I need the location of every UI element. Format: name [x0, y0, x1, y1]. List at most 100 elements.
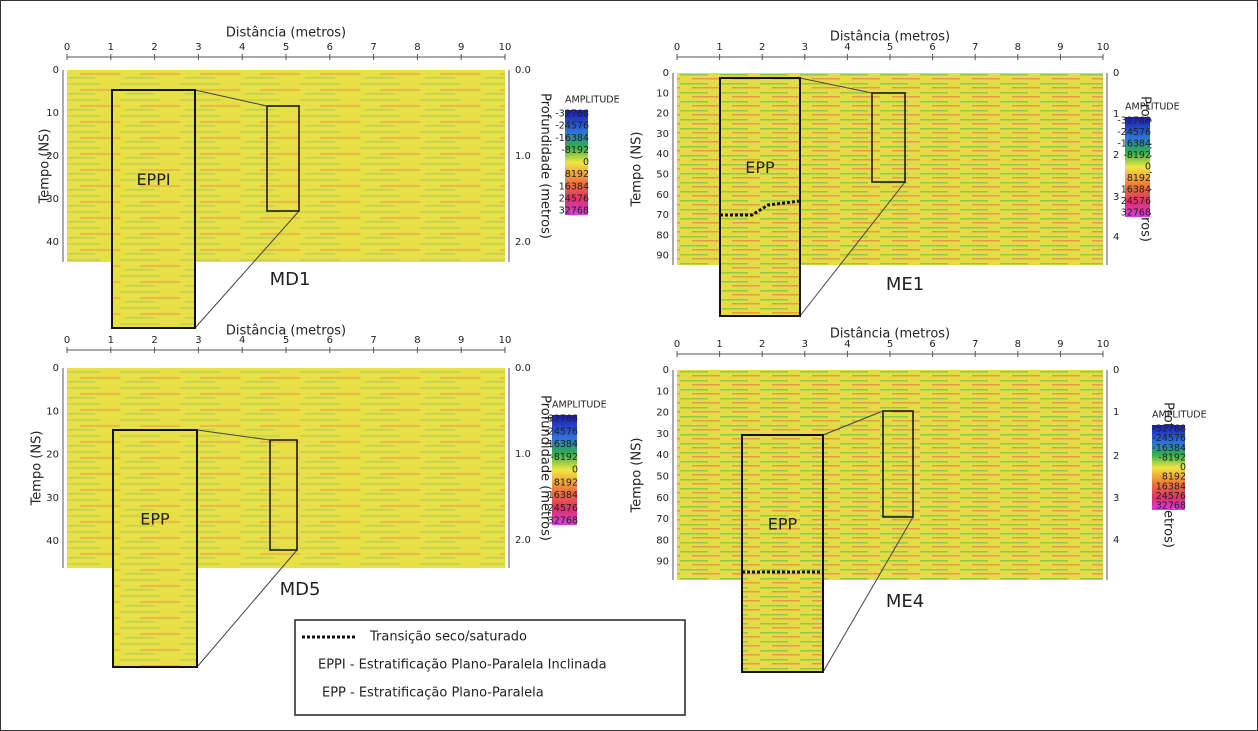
zoom-label: EPPI [136, 170, 170, 189]
x-tick-label: 10 [1097, 42, 1110, 53]
colorbar-tick-label: 0 [583, 157, 589, 168]
y-tick-label: 0 [53, 65, 59, 76]
colorbar-tick-label: -24576 [1117, 127, 1151, 138]
x-tick-label: 5 [887, 42, 893, 53]
x-tick-label: 9 [1057, 339, 1063, 350]
colorbar-tick-label: 32768 [548, 516, 578, 527]
x-tick-label: 4 [844, 42, 850, 53]
panel-name: ME1 [886, 274, 924, 295]
x-tick-label: 2 [759, 339, 765, 350]
colorbar-tick-label: 16384 [1121, 185, 1151, 196]
x-tick-label: 1 [108, 335, 114, 346]
y-tick-label: 20 [656, 109, 669, 120]
y2-tick-label: 3 [1113, 192, 1119, 203]
colorbar-tick-label: -8192 [561, 145, 589, 156]
x-tick-label: 1 [108, 42, 114, 53]
colorbar-tick-label: -16384 [555, 133, 589, 144]
colorbar-tick-label: 24576 [559, 193, 589, 204]
colorbar-tick-label: 8192 [565, 169, 589, 180]
y2-tick-label: 0.0 [515, 363, 531, 374]
y-tick-label: 50 [656, 472, 669, 483]
y-tick-label: 80 [656, 230, 669, 241]
y-tick-label: 40 [46, 536, 59, 547]
y2-axis-title: Profundidade (metros) [538, 93, 553, 239]
colorbar-title: AMPLITUDE [552, 400, 607, 411]
x-tick-label: 5 [283, 335, 289, 346]
y2-tick-label: 0 [1113, 365, 1119, 376]
y2-tick-label: 0 [1113, 68, 1119, 79]
x-tick-label: 0 [674, 42, 680, 53]
colorbar-tick-label: -8192 [550, 452, 578, 463]
figure: Distância (metros)0123456789100102030400… [0, 0, 1258, 731]
y-tick-label: 10 [46, 406, 59, 417]
colorbar-tick-label: -8192 [1123, 150, 1151, 161]
x-axis-title: Distância (metros) [226, 26, 346, 41]
y-tick-label: 0 [663, 365, 669, 376]
y2-tick-label: 2.0 [515, 237, 531, 248]
y-tick-label: 30 [656, 429, 669, 440]
y-tick-label: 80 [656, 535, 669, 546]
x-tick-label: 6 [327, 42, 333, 53]
y-tick-label: 30 [656, 129, 669, 140]
x-tick-label: 4 [844, 339, 850, 350]
x-tick-label: 10 [499, 335, 512, 346]
x-tick-label: 6 [929, 339, 935, 350]
zoom-label: EPP [745, 158, 775, 177]
colorbar-tick-label: -32768 [1117, 116, 1151, 127]
x-tick-label: 8 [414, 42, 420, 53]
colorbar-tick-label: 32768 [559, 206, 589, 217]
legend-item: Transição seco/saturado [369, 630, 527, 645]
y-tick-label: 20 [656, 408, 669, 419]
y-tick-label: 10 [46, 108, 59, 119]
y2-tick-label: 2.0 [515, 535, 531, 546]
x-tick-label: 8 [1015, 42, 1021, 53]
x-tick-label: 8 [414, 335, 420, 346]
y-tick-label: 20 [46, 450, 59, 461]
y-tick-label: 30 [46, 493, 59, 504]
y-tick-label: 70 [656, 514, 669, 525]
colorbar-tick-label: 24576 [1121, 196, 1151, 207]
y2-tick-label: 1.0 [515, 449, 531, 460]
colorbar-tick-label: 32768 [1121, 208, 1151, 219]
legend: Transição seco/saturado EPPI - Estratifi… [295, 620, 685, 715]
y-tick-label: 90 [656, 557, 669, 568]
colorbar-tick-label: -24576 [544, 426, 578, 437]
x-tick-label: 3 [195, 335, 201, 346]
y-tick-label: 0 [53, 363, 59, 374]
zoom-box [742, 435, 823, 672]
x-tick-label: 9 [458, 335, 464, 346]
x-tick-label: 0 [64, 335, 70, 346]
x-tick-label: 1 [716, 339, 722, 350]
y2-tick-label: 2 [1113, 150, 1119, 161]
y2-tick-label: 2 [1113, 451, 1119, 462]
zoom-box [113, 430, 197, 667]
y-axis-title: Tempo (NS) [30, 431, 45, 507]
y-tick-label: 70 [656, 210, 669, 221]
y-tick-label: 90 [656, 251, 669, 262]
y-tick-label: 60 [656, 190, 669, 201]
zoom-box [112, 90, 195, 328]
y-tick-label: 40 [656, 149, 669, 160]
colorbar-tick-label: 16384 [548, 490, 578, 501]
y-axis-title: Tempo (NS) [630, 132, 645, 208]
x-tick-label: 7 [370, 335, 376, 346]
y2-tick-label: 0.0 [515, 65, 531, 76]
colorbar-title: AMPLITUDE [1125, 102, 1180, 113]
colorbar-title: AMPLITUDE [1152, 410, 1207, 421]
panel-name: MD1 [270, 269, 311, 290]
x-tick-label: 0 [674, 339, 680, 350]
panel-name: ME4 [886, 591, 924, 612]
colorbar-tick-label: -32768 [555, 109, 589, 120]
x-tick-label: 0 [64, 42, 70, 53]
zoom-box [720, 78, 800, 316]
y2-tick-label: 1 [1113, 407, 1119, 418]
x-tick-label: 1 [716, 42, 722, 53]
zoom-label: EPP [140, 510, 170, 529]
colorbar-tick-label: -16384 [1117, 139, 1151, 150]
colorbar-tick-label: -16384 [544, 439, 578, 450]
y2-tick-label: 1.0 [515, 151, 531, 162]
x-tick-label: 7 [370, 42, 376, 53]
x-tick-label: 2 [151, 42, 157, 53]
legend-item: EPP - Estratificação Plano-Paralela [322, 686, 544, 701]
y-tick-label: 40 [656, 450, 669, 461]
